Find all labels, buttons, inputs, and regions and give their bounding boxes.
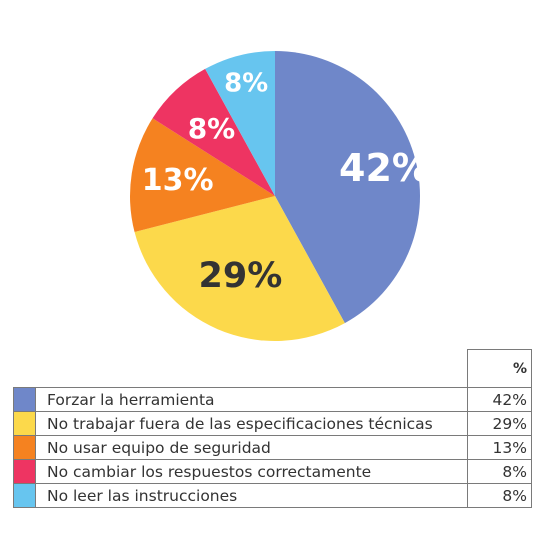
legend-swatch-cell xyxy=(13,411,36,436)
pie-chart: 42% 29% 13% 8% 8% xyxy=(130,51,430,342)
legend-table: % Forzar la herramienta 42% No trabajar fu… xyxy=(13,349,532,508)
legend-swatch xyxy=(14,412,35,435)
pie-slice-label: 8% xyxy=(188,112,236,145)
pie-slice-label: 29% xyxy=(199,256,283,296)
legend-label: No leer las instrucciones xyxy=(35,483,468,508)
legend-swatch xyxy=(14,484,35,507)
legend-row: No leer las instrucciones 8% xyxy=(13,483,532,508)
legend-swatch-cell xyxy=(13,387,36,412)
pie-slice-label: 13% xyxy=(142,163,214,198)
pie-slice-label: 8% xyxy=(224,69,268,99)
legend-percent: 8% xyxy=(467,459,532,484)
legend-swatch xyxy=(14,388,35,411)
legend-header-blank xyxy=(14,350,36,388)
legend-label: No cambiar los respuestos correctamente xyxy=(35,459,468,484)
pie-slice xyxy=(152,68,275,196)
legend-percent: 8% xyxy=(467,483,532,508)
legend-row: No usar equipo de seguridad 13% xyxy=(13,435,532,460)
legend-percent: 29% xyxy=(467,411,532,436)
legend-row: No trabajar fuera de las especificacione… xyxy=(13,411,532,436)
pie-slice xyxy=(130,118,275,233)
legend-swatch xyxy=(14,460,35,483)
legend-label: Forzar la herramienta xyxy=(35,387,468,412)
legend-row: No cambiar los respuestos correctamente 8… xyxy=(13,459,532,484)
legend-percent: 13% xyxy=(467,435,532,460)
legend-swatch-cell xyxy=(13,435,36,460)
legend-percent: 42% xyxy=(467,387,532,412)
legend-header-row: % xyxy=(14,349,532,388)
pie-slice xyxy=(205,51,275,196)
pie-slice xyxy=(275,51,421,324)
legend-swatch-cell xyxy=(13,459,36,484)
legend-header-percent: % xyxy=(467,349,532,388)
legend-swatch xyxy=(14,436,35,459)
pie-slice xyxy=(134,196,345,342)
legend-row: Forzar la herramienta 42% xyxy=(13,387,532,412)
pie-slice-label: 42% xyxy=(339,146,430,190)
legend-header-blank-label xyxy=(36,350,468,388)
legend-label: No usar equipo de seguridad xyxy=(35,435,468,460)
legend-swatch-cell xyxy=(13,483,36,508)
legend-label: No trabajar fuera de las especificacione… xyxy=(35,411,468,436)
